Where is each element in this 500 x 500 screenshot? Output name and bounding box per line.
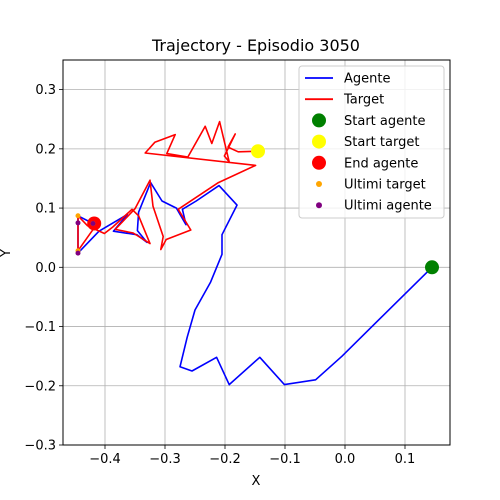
legend-label: Agente xyxy=(344,72,390,87)
y-tick-label: 0.3 xyxy=(35,83,56,98)
x-tick-label: 0.1 xyxy=(395,452,416,467)
legend-swatch-marker xyxy=(312,113,326,128)
series-line-agente xyxy=(77,181,433,386)
y-tick-label: −0.1 xyxy=(24,320,56,335)
start-agente-marker xyxy=(425,260,439,275)
y-tick-label: 0.1 xyxy=(35,202,56,217)
y-tick-label: −0.2 xyxy=(24,379,56,394)
legend-swatch-marker xyxy=(312,134,326,149)
series-line-target xyxy=(77,120,259,252)
y-tick-label: 0.2 xyxy=(35,142,56,157)
x-tick-label: −0.3 xyxy=(149,452,181,467)
ultimi-agente-point xyxy=(75,220,81,226)
y-axis-title: Y xyxy=(0,249,14,258)
markers xyxy=(75,144,439,275)
chart-title: Trajectory - Episodio 3050 xyxy=(151,36,360,55)
legend-label: Start target xyxy=(344,135,419,150)
x-tick-label: −0.4 xyxy=(89,452,121,467)
x-tick-label: −0.2 xyxy=(209,452,241,467)
ultimi-agente-point xyxy=(75,250,81,256)
plot-area-frame xyxy=(62,59,451,446)
x-tick-label: 0.0 xyxy=(335,452,356,467)
legend-label: Start agente xyxy=(344,114,425,129)
legend: Agente Target Start agente Start target End … xyxy=(298,65,445,219)
legend-label: End agente xyxy=(344,156,418,171)
ultimi-target-point xyxy=(75,213,81,219)
series-lines xyxy=(77,120,433,386)
legend-swatch-point xyxy=(316,202,322,209)
y-tick-label: 0.0 xyxy=(35,261,56,276)
ultimi-agente-point xyxy=(90,220,96,226)
legend-label: Target xyxy=(343,93,384,108)
legend-box xyxy=(298,65,445,219)
axis-ticks: −0.4 −0.3 −0.2 −0.1 0.0 0.1 −0.3 −0.2 −0.1 0.0 0.1… xyxy=(24,83,415,467)
legend-swatch-point xyxy=(316,181,322,187)
legend-swatch-marker xyxy=(312,155,326,170)
legend-label: Ultimi agente xyxy=(344,199,432,214)
x-tick-label: −0.1 xyxy=(269,452,301,467)
x-axis-title: X xyxy=(252,474,261,489)
y-tick-label: −0.3 xyxy=(24,439,56,454)
start-target-marker xyxy=(251,144,265,159)
legend-label: Ultimi target xyxy=(344,178,426,193)
